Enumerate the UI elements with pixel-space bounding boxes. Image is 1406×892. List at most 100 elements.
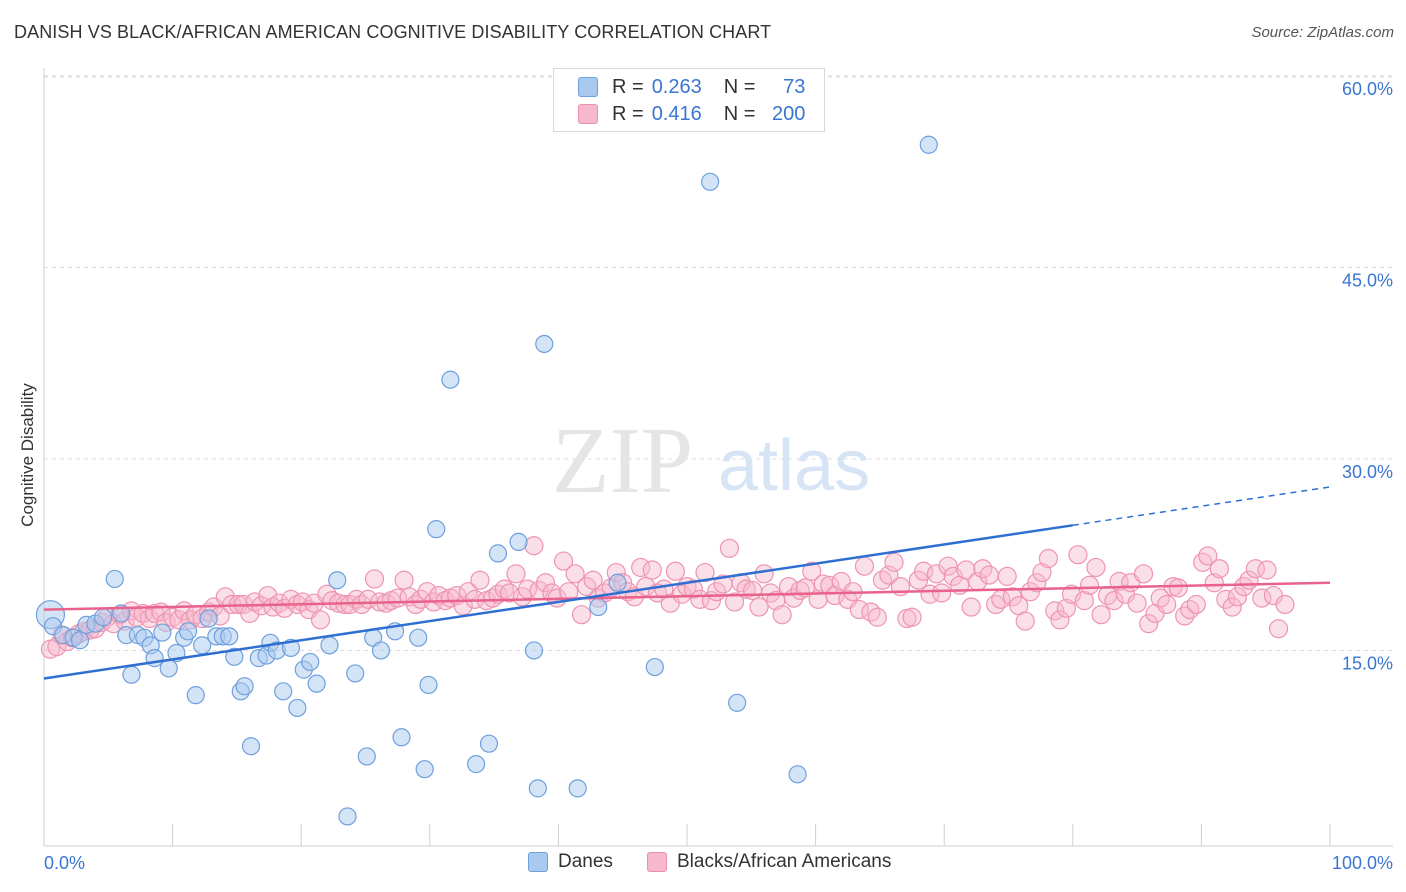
data-point-blacks: [364, 569, 385, 589]
data-point-danes: [122, 665, 141, 684]
data-point-danes: [788, 765, 807, 784]
data-point-blacks: [394, 570, 414, 590]
legend-r-label: R =: [612, 102, 644, 125]
trend-lines: [43, 486, 1331, 680]
data-point-danes: [186, 686, 205, 705]
data-point-blacks: [470, 570, 490, 590]
data-point-blacks: [683, 579, 704, 599]
data-point-blacks: [1086, 557, 1106, 578]
data-point-blacks: [642, 560, 662, 580]
data-point-blacks: [565, 564, 585, 584]
correlation-legend: R = 0.263 N = 73 R = 0.416 N = 200: [553, 68, 825, 132]
data-point-blacks: [1091, 605, 1111, 625]
data-point-blacks: [1068, 545, 1088, 565]
data-point-blacks: [535, 573, 556, 593]
data-point-blacks: [778, 576, 799, 597]
data-point-danes: [159, 659, 178, 678]
data-point-danes: [568, 779, 587, 798]
trend-line-danes: [43, 524, 1073, 680]
data-point-blacks: [1275, 594, 1295, 615]
data-point-danes: [199, 609, 218, 628]
data-point-danes: [528, 779, 547, 798]
axes: [43, 68, 1393, 847]
bottom-legend-label-blacks: Blacks/African Americans: [677, 851, 892, 872]
watermark-atlas: atlas: [718, 426, 870, 506]
data-point-blacks: [1257, 560, 1277, 580]
data-point-blacks: [938, 556, 958, 576]
data-point-danes: [235, 677, 254, 696]
data-point-blacks: [997, 566, 1017, 586]
y-tick-label: 45.0%: [1342, 270, 1393, 290]
legend-swatch-danes: [578, 77, 598, 97]
data-point-blacks: [902, 607, 922, 627]
data-point-danes: [409, 628, 428, 647]
data-point-danes: [509, 532, 528, 552]
data-point-danes: [524, 641, 544, 660]
x-tick-label-min: 0.0%: [44, 853, 85, 873]
data-point-danes: [178, 622, 198, 641]
y-tick-label: 60.0%: [1342, 79, 1393, 99]
data-point-danes: [919, 135, 938, 154]
legend-r-label: R =: [612, 75, 644, 98]
data-point-blacks: [956, 560, 976, 580]
data-point-danes: [645, 657, 664, 677]
data-point-danes: [346, 664, 365, 683]
data-point-danes: [288, 698, 307, 718]
bottom-legend-blacks: Blacks/African Americans: [647, 851, 891, 873]
data-point-blacks: [1268, 619, 1289, 639]
data-point-danes: [427, 520, 446, 539]
bottom-legend-label-danes: Danes: [558, 851, 613, 872]
data-point-danes: [419, 675, 438, 695]
data-point-blacks: [1209, 559, 1230, 579]
legend-n-value: 73: [783, 75, 806, 98]
data-point-blacks: [631, 557, 651, 578]
data-point-danes: [70, 631, 90, 650]
data-point-blacks: [867, 607, 887, 627]
data-point-blacks: [854, 556, 875, 576]
data-point-blacks: [1175, 606, 1195, 626]
data-point-blacks: [872, 570, 893, 590]
data-point-blacks: [1139, 614, 1159, 634]
y-tick-label: 15.0%: [1342, 653, 1393, 673]
data-point-blacks: [1045, 601, 1065, 621]
data-point-blacks: [719, 538, 740, 558]
data-point-danes: [241, 737, 261, 756]
data-point-danes: [488, 544, 508, 563]
watermark: ZIP atlas: [552, 409, 870, 513]
data-point-danes: [479, 734, 499, 753]
data-point-blacks: [749, 597, 769, 617]
data-point-blacks: [1032, 562, 1052, 583]
data-point-blacks: [583, 570, 603, 590]
data-point-blacks: [879, 565, 899, 585]
data-point-blacks: [1222, 597, 1242, 617]
data-point-blacks: [553, 551, 574, 571]
trend-line-blacks: [43, 581, 1331, 611]
data-point-blacks: [772, 605, 792, 625]
data-point-blacks: [724, 592, 745, 612]
y-tick-labels: 15.0% 30.0% 45.0% 60.0%: [1342, 79, 1393, 674]
data-point-blacks: [1180, 599, 1200, 620]
data-point-blacks: [1133, 564, 1154, 584]
data-point-blacks: [1234, 576, 1254, 597]
data-point-blacks: [861, 602, 881, 622]
data-point-blacks: [571, 605, 592, 625]
legend-n-value: 200: [772, 102, 806, 125]
source-label: Source: ZipAtlas.com: [1251, 24, 1394, 41]
data-point-blacks: [932, 583, 952, 603]
data-point-blacks: [499, 583, 520, 603]
data-point-blacks: [1127, 593, 1147, 613]
data-point-danes: [301, 652, 320, 672]
data-point-blacks: [926, 564, 947, 584]
data-point-danes: [94, 608, 113, 627]
data-point-blacks: [849, 599, 869, 620]
data-point-danes: [338, 807, 357, 826]
data-point-blacks: [754, 564, 774, 584]
legend-row-blacks: R = 0.416 N = 200: [578, 101, 805, 127]
data-point-blacks: [494, 579, 514, 599]
bottom-legend-swatch-blacks: [647, 852, 667, 872]
legend-swatch-blacks: [578, 104, 598, 124]
data-point-danes: [225, 647, 244, 666]
data-point-danes: [320, 636, 339, 655]
data-point-blacks: [1252, 588, 1272, 608]
